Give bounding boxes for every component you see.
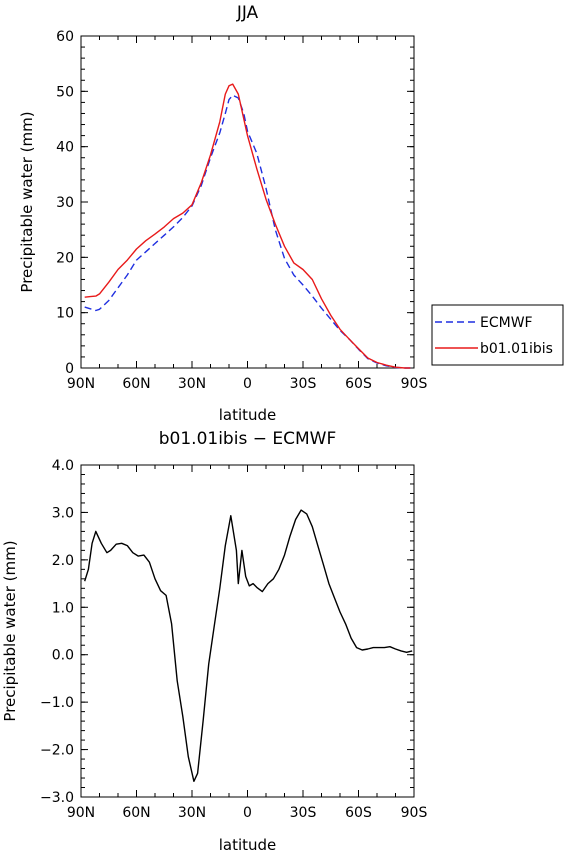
x-axis-label: latitude	[219, 836, 277, 851]
y-axis-label: Precipitable water (mm)	[1, 540, 19, 721]
y-axis-label: Precipitable water (mm)	[18, 111, 36, 292]
y-tick-label: 10	[56, 306, 74, 322]
x-tick-label: 90S	[401, 805, 428, 821]
y-tick-label: 60	[56, 29, 74, 45]
legend: ECMWF b01.01ibis	[431, 304, 564, 366]
x-tick-label: 30S	[290, 376, 317, 392]
y-tick-label: 50	[56, 84, 74, 100]
x-tick-label: 60N	[122, 376, 150, 392]
x-tick-label: 30S	[290, 805, 317, 821]
x-tick-label: 30N	[178, 376, 206, 392]
y-tick-label: 40	[56, 140, 74, 156]
y-tick-label: 3.0	[52, 505, 74, 521]
x-tick-label: 60S	[345, 376, 372, 392]
y-tick-label: 2.0	[52, 553, 74, 569]
legend-label: b01.01ibis	[480, 341, 553, 357]
chart-2: 90N 60N 30N 0 30S 60S 90S 4.0 3.0 2.0 1.0 0.0 −1.0 −2…	[1, 429, 427, 851]
plot-frame	[80, 464, 415, 798]
y-tick-label: 30	[56, 195, 74, 211]
legend-box	[431, 304, 564, 366]
x-tick-label: 90S	[401, 376, 428, 392]
chart-title: JJA	[236, 3, 259, 23]
series-line-1	[84, 509, 413, 782]
plot-frame	[80, 35, 415, 369]
chart-title: b01.01ibis − ECMWF	[159, 429, 336, 449]
y-tick-label: 0.0	[52, 648, 74, 664]
y-tick-label: −3.0	[40, 790, 74, 806]
x-tick-label: 30N	[178, 805, 206, 821]
y-tick-label: −2.0	[40, 743, 74, 759]
x-tick-label: 60S	[345, 805, 372, 821]
x-tick-label: 0	[243, 805, 252, 821]
y-tick-label: −1.0	[40, 695, 74, 711]
x-tick-label: 0	[243, 376, 252, 392]
x-tick-label: 60N	[122, 805, 150, 821]
x-tick-label: 90N	[67, 376, 95, 392]
y-tick-label: 0	[65, 361, 74, 377]
chart-1: 90N 60N 30N 0 30S 60S 90S 0 10 20 30 40 50 60 JJA latit…	[18, 3, 564, 424]
y-tick-label: 1.0	[52, 600, 74, 616]
series-line-b01-01ibis	[84, 83, 411, 369]
x-axis-label: latitude	[219, 406, 277, 424]
legend-label: ECMWF	[480, 315, 533, 331]
y-tick-label: 4.0	[52, 458, 74, 474]
y-tick-label: 20	[56, 250, 74, 266]
x-tick-label: 90N	[67, 805, 95, 821]
